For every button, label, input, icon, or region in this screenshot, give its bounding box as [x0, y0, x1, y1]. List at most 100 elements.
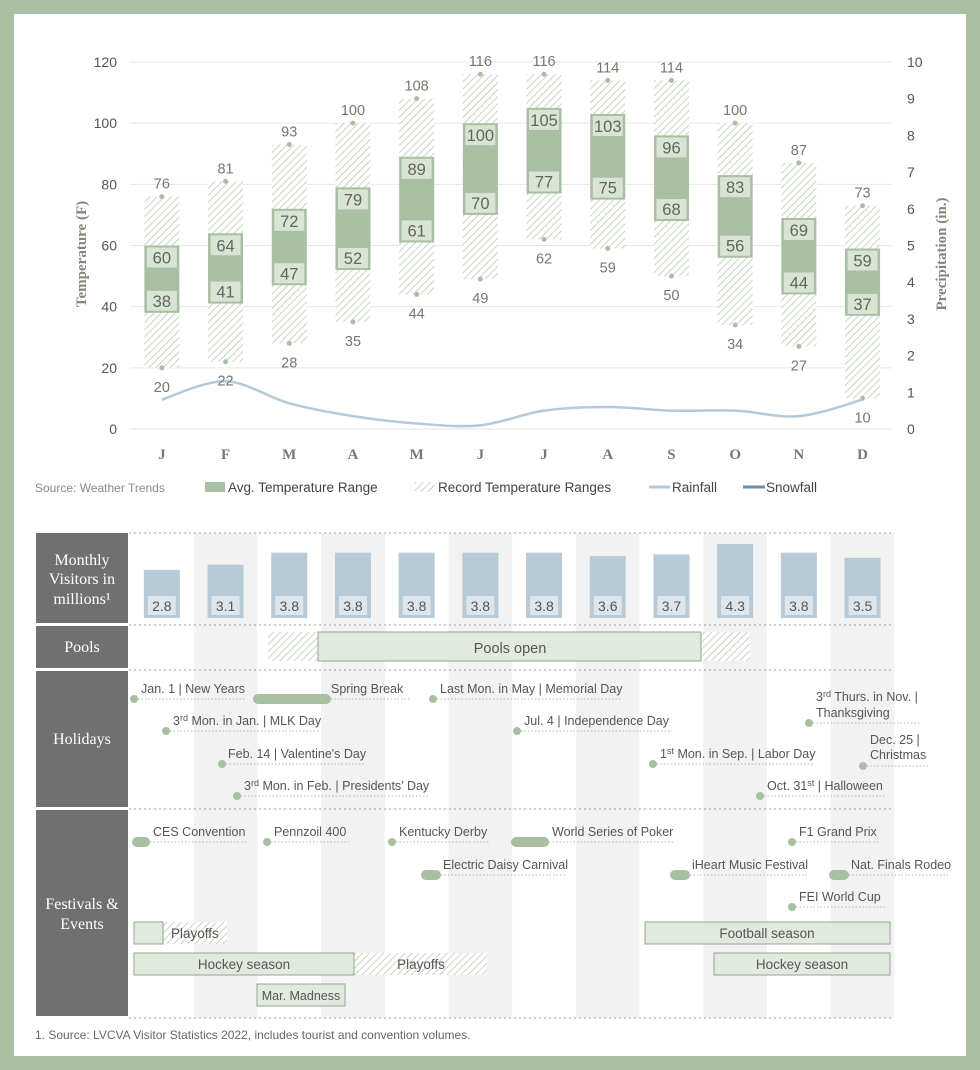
svg-text:Hockey season: Hockey season: [198, 957, 290, 972]
y-axis-label: Temperature (F): [74, 201, 90, 307]
x-tick-label: A: [348, 447, 359, 463]
avg-low-chip: [465, 192, 496, 213]
x-tick-label: D: [857, 447, 868, 463]
avg-low-chip: [847, 293, 878, 314]
record-low-label: 49: [472, 291, 488, 307]
avg-high-chip: [210, 235, 241, 256]
legend-label-snow: Snowfall: [766, 480, 817, 495]
avg-high-chip: [274, 210, 305, 231]
y2-tick-label: 0: [907, 421, 915, 437]
y-tick-label: 80: [101, 176, 117, 192]
x-tick-label: J: [540, 447, 548, 463]
record-low-dot: [541, 236, 547, 242]
y2-tick-label: 3: [907, 311, 915, 327]
svg-text:Pennzoil 400: Pennzoil 400: [274, 825, 346, 839]
avg-low-label: 77: [535, 174, 553, 192]
record-low-label: 59: [600, 261, 616, 277]
avg-high-chip: [529, 109, 560, 130]
svg-text:Festivals &: Festivals &: [45, 896, 119, 913]
record-low-label: 35: [345, 334, 361, 350]
record-high-label: 114: [660, 60, 683, 76]
avg-low-chip: [529, 171, 560, 192]
svg-text:Events: Events: [60, 916, 104, 933]
svg-text:F1 Grand Prix: F1 Grand Prix: [799, 825, 878, 839]
record-range-bars: [144, 71, 881, 401]
avg-high-chip: [656, 137, 687, 158]
holiday-valentines: Feb. 14 | Valentine's Day: [218, 747, 367, 768]
svg-text:millions¹: millions¹: [53, 591, 110, 608]
record-low-label: 20: [154, 380, 170, 396]
avg-high-label: 103: [594, 118, 622, 136]
svg-text:Monthly: Monthly: [54, 552, 109, 569]
avg-low-chip: [656, 199, 687, 220]
record-low-dot: [159, 365, 165, 371]
avg-high-label: 59: [853, 253, 871, 271]
visitor-bars: 2.8 3.1 3.8 3.8 3.8 3.8 3.8 3.6 3.7 4.3 3.8 3.5: [143, 544, 881, 618]
record-low-label: 34: [727, 337, 743, 353]
visitor-value-chip: [784, 596, 813, 615]
svg-text:Pools open: Pools open: [474, 641, 547, 657]
row-header-holidays: Holidays: [36, 671, 128, 807]
temperature-data-labels: 76 20 60 38 81 22 64 41 93 28 72 47 100 35 79 52 108 44 89…: [146, 54, 878, 426]
svg-text:Spring Break: Spring Break: [331, 682, 404, 696]
y-axis-ticks: 0 20 40 60 80 100 120: [94, 54, 118, 437]
record-low-label: 22: [217, 374, 233, 390]
record-high-label: 114: [596, 60, 619, 76]
x-tick-label: J: [158, 447, 166, 463]
event-fei-world-cup: FEI World Cup: [788, 890, 886, 911]
svg-text:Playoffs: Playoffs: [397, 957, 445, 972]
record-low-dot: [668, 273, 674, 279]
avg-high-chip: [720, 177, 751, 198]
svg-text:Pools: Pools: [64, 639, 100, 656]
record-high-label: 81: [217, 161, 233, 177]
svg-text:Nat. Finals Rodeo: Nat. Finals Rodeo: [851, 858, 951, 872]
avg-high-label: 89: [407, 161, 425, 179]
svg-text:Visitors in: Visitors in: [49, 571, 115, 588]
y2-tick-label: 6: [907, 201, 915, 217]
y2-axis-ticks: 0 1 2 3 4 5 6 7 8 9 10: [907, 54, 923, 437]
record-low-label: 10: [854, 410, 870, 426]
avg-low-label: 47: [280, 265, 298, 283]
svg-text:World Series of Poker: World Series of Poker: [552, 825, 673, 839]
svg-text:Holidays: Holidays: [53, 731, 111, 748]
svg-text:Jan. 1 | New Years: Jan. 1 | New Years: [141, 682, 245, 696]
y2-axis-label: Precipitation (in.): [934, 197, 950, 310]
event-pennzoil-400: Pennzoil 400: [263, 825, 349, 846]
visitor-value-label: 4.3: [725, 598, 745, 614]
avg-low-chip: [274, 263, 305, 284]
avg-low-label: 56: [726, 238, 744, 256]
record-high-label: 100: [341, 103, 365, 119]
visitor-value-chip: [275, 596, 304, 615]
record-high-label: 93: [281, 125, 297, 141]
avg-low-label: 68: [662, 201, 680, 219]
hockey-season-bar-fall: Hockey season: [713, 952, 891, 976]
holiday-thanksgiving: 3rd Thurs. in Nov. | Thanksgiving: [805, 689, 920, 727]
record-high-dot: [477, 71, 483, 77]
record-low-dot: [350, 319, 356, 325]
avg-low-chip: [401, 220, 432, 241]
x-tick-label: N: [793, 447, 804, 463]
infographic-frame: 0 20 40 60 80 100 120 0 1 2 3 4 5 6 7 8 9 10 Temperature…: [14, 14, 966, 1056]
avg-low-label: 61: [407, 222, 425, 240]
calendar-table: Monthly Visitors in millions¹ Pools Holi…: [36, 532, 951, 1019]
visitor-value-label: 3.8: [407, 598, 427, 614]
holiday-presidents: 3rd Mon. in Feb. | Presidents’ Day: [233, 778, 430, 800]
event-world-series-of-poker: World Series of Poker: [511, 825, 674, 847]
avg-high-chip: [847, 250, 878, 271]
y-tick-label: 100: [94, 115, 118, 131]
row-header-pools: Pools: [36, 626, 128, 668]
visitor-value-label: 3.1: [216, 598, 236, 614]
x-tick-label: A: [602, 447, 613, 463]
x-tick-label: M: [282, 447, 296, 463]
svg-text:3rd Thurs. in Nov. |: 3rd Thurs. in Nov. |: [816, 689, 918, 704]
visitor-value-label: 3.8: [471, 598, 491, 614]
holiday-mlk: 3rd Mon. in Jan. | MLK Day: [162, 713, 322, 735]
pools-bar: Pools open: [268, 631, 750, 662]
y-tick-label: 60: [101, 238, 117, 254]
playoffs-bar-jan: Playoffs: [133, 921, 227, 945]
visitor-value-label: 3.6: [598, 598, 618, 614]
avg-low-chip: [592, 177, 623, 198]
y2-tick-label: 1: [907, 384, 915, 400]
visitor-value-chip: [593, 596, 622, 615]
